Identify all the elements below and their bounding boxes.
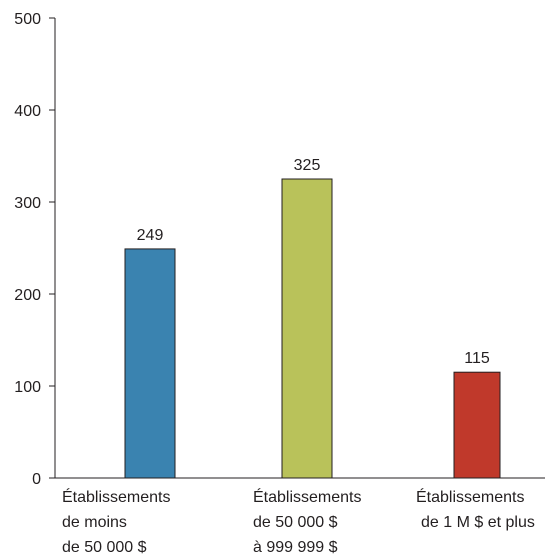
- category-label: à 999 999 $: [253, 539, 338, 556]
- data-label: 115: [464, 350, 490, 367]
- category-label: Établissements: [253, 487, 362, 506]
- bars: [124, 178, 501, 479]
- y-tick-label: 200: [14, 287, 41, 304]
- bar: [124, 248, 176, 479]
- category-label: Établissements: [62, 487, 171, 506]
- category-labels: Établissements de moins de 50 000 $ Établis…: [62, 487, 535, 556]
- data-label: 325: [294, 157, 321, 174]
- bar: [281, 178, 333, 479]
- category-label: de 50 000 $: [253, 514, 338, 531]
- y-tick-label: 0: [32, 471, 41, 488]
- category-label: Établissements: [416, 487, 525, 506]
- bar: [453, 371, 501, 479]
- data-label: 249: [137, 227, 164, 244]
- data-labels: 249 325 115: [137, 157, 490, 367]
- y-tick-label: 100: [14, 379, 41, 396]
- y-tick-label: 400: [14, 103, 41, 120]
- y-tick-label: 300: [14, 195, 41, 212]
- category-label: de moins: [62, 514, 127, 531]
- category-label: de 50 000 $: [62, 539, 147, 556]
- category-label: de 1 M $ et plus: [421, 514, 535, 531]
- y-tick-label: 500: [14, 11, 41, 28]
- y-axis: 0 100 200 300 400 500: [14, 11, 56, 488]
